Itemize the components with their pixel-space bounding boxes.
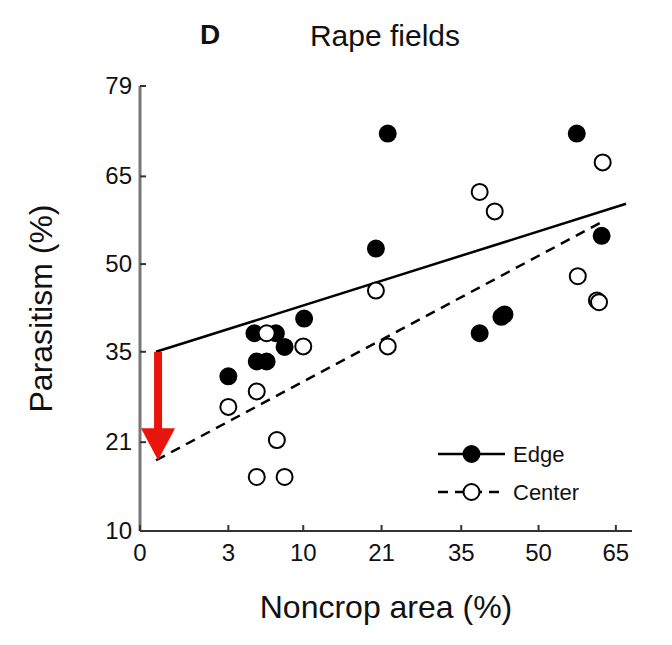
x-tick-label: 10 [290,539,317,566]
y-tick-label: 65 [105,162,132,189]
chart: 0 3 10 21 35 50 65 10 21 35 50 65 79 D Rape fields Nonc… [0,0,672,645]
point [496,306,512,322]
x-label: Noncrop area (%) [260,589,513,625]
legend-marker [464,484,480,500]
point [277,469,293,485]
legend-marker [464,446,480,462]
y-tick-label: 10 [105,517,132,544]
x-tick [538,525,540,531]
y-tick-label: 35 [105,338,132,365]
point [259,354,275,370]
point [249,383,265,399]
y-label: Parasitism (%) [23,204,59,412]
x-tick [460,525,462,531]
x-tick-label: 3 [222,539,235,566]
y-tick-label: 50 [105,250,132,277]
title: Rape fields [310,19,460,52]
legend-label: Center [513,480,579,505]
point [277,339,293,355]
point [259,325,275,341]
arrow [154,352,162,430]
point [380,126,396,142]
point [487,203,503,219]
y-tick [140,85,146,87]
x-axis [140,530,632,532]
x-tick [227,525,229,531]
y-tick [140,263,146,265]
panel-label: D [200,19,220,50]
arrow-head [141,428,175,460]
x-tick-label: 50 [525,539,552,566]
y-tick [140,175,146,177]
y-tick [140,530,146,532]
y-axis [139,86,142,531]
point [220,368,236,384]
x-tick-label: 35 [448,539,475,566]
fit-line [156,221,604,461]
point [569,126,585,142]
point [570,268,586,284]
point [472,325,488,341]
x-tick-label: 65 [603,539,630,566]
legend-label: Edge [513,442,564,467]
x-tick [381,525,383,531]
y-tick [140,351,146,353]
point [220,399,236,415]
point [368,241,384,257]
point [269,432,285,448]
point [380,338,396,354]
plot-marks [156,126,626,485]
y-tick-label: 79 [105,72,132,99]
point [296,311,312,327]
legend: Edge Center [438,442,579,505]
y-tick-label: 21 [105,428,132,455]
x-tick-label: 0 [133,539,146,566]
x-tick [302,525,304,531]
point [595,154,611,170]
fit-line [156,204,626,352]
x-tick [615,525,617,531]
point [295,338,311,354]
point [591,294,607,310]
y-tick [140,441,146,443]
point [472,184,488,200]
point [594,228,610,244]
x-tick-label: 21 [368,539,395,566]
point [368,283,384,299]
point [249,469,265,485]
